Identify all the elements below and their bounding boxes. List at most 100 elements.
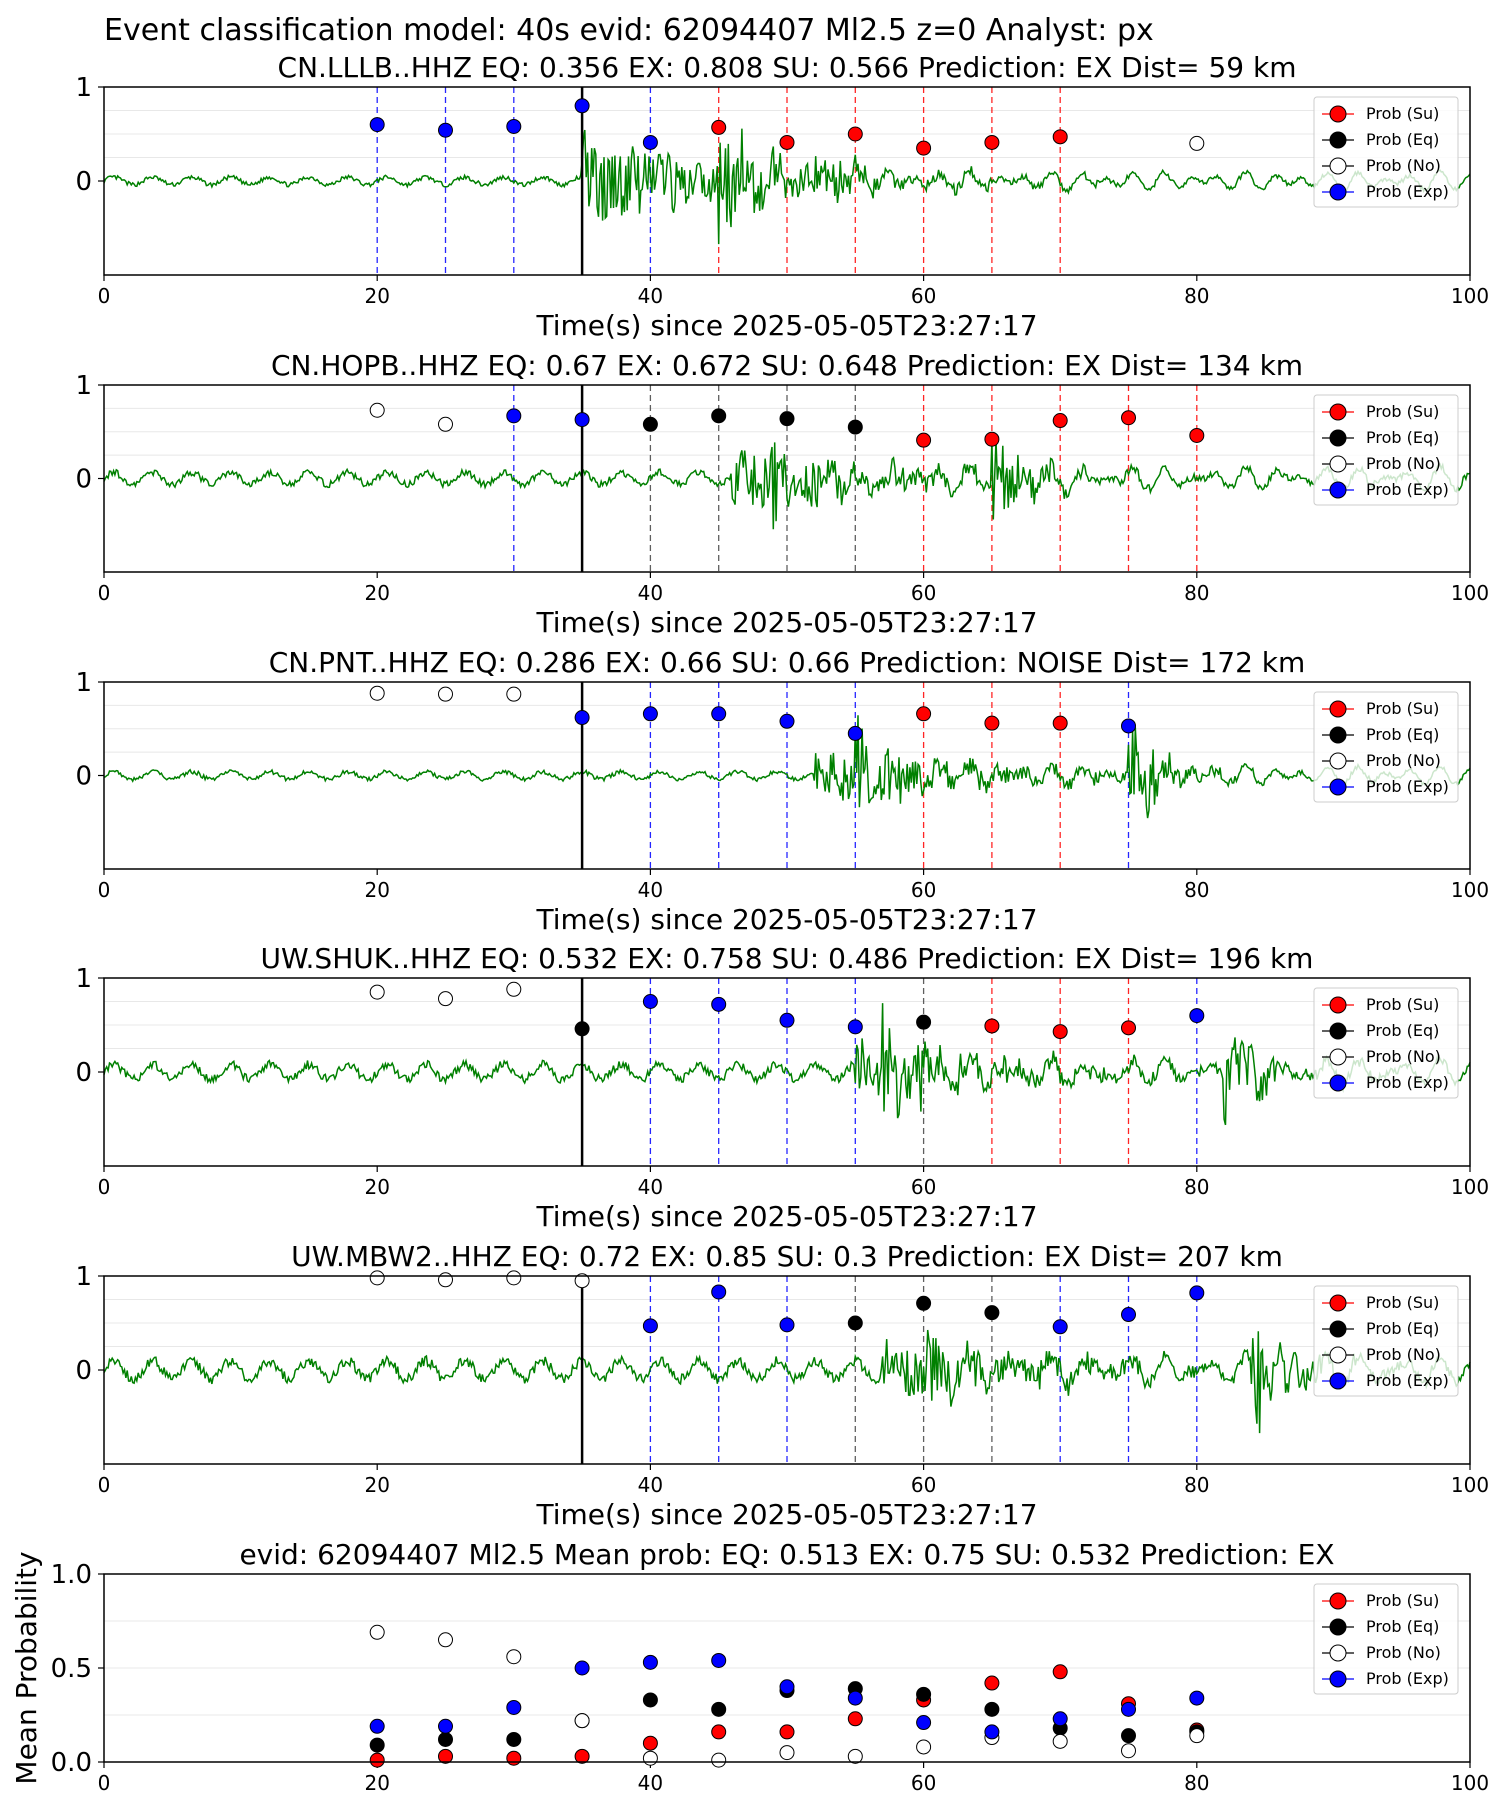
prob-point-su: [1052, 413, 1068, 429]
x-axis-label: Time(s) since 2025-05-05T23:27:17: [535, 309, 1037, 342]
prob-point-su: [1052, 1024, 1068, 1040]
x-tick-label: 20: [364, 878, 389, 902]
legend-frame: [1313, 1583, 1459, 1695]
legend-marker: [1329, 996, 1347, 1014]
prob-point-no: [369, 685, 385, 701]
prob-point-exp: [506, 118, 522, 134]
legend-marker: [1329, 1592, 1347, 1610]
legend-marker: [1329, 183, 1347, 201]
mean-point-eq: [642, 1692, 658, 1708]
prob-point-su: [916, 706, 932, 722]
legend-label: Prob (No): [1366, 156, 1441, 175]
x-tick-label: 40: [638, 581, 663, 605]
mean-point-exp: [574, 1660, 590, 1676]
legend-marker: [1329, 455, 1347, 473]
mean-point-exp: [984, 1724, 1000, 1740]
x-tick-label: 0: [98, 878, 111, 902]
prob-point-no: [369, 984, 385, 1000]
y-tick-label: 1: [75, 371, 92, 401]
panel-6: evid: 62094407 Ml2.5 Mean prob: EQ: 0.51…: [10, 1538, 1489, 1795]
legend-marker: [1329, 726, 1347, 744]
axes-frame: [103, 681, 1471, 870]
mean-point-eq: [369, 1737, 385, 1753]
waveform-trace: [103, 1003, 1471, 1126]
y-tick-label: 1.0: [51, 1560, 92, 1590]
y-tick-label: 1: [75, 1262, 92, 1292]
mean-point-eq: [1121, 1728, 1136, 1744]
prob-point-exp: [642, 134, 658, 150]
legend-label: Prob (Exp): [1366, 182, 1449, 201]
legend-marker: [1329, 1372, 1347, 1390]
x-tick-label: 0: [98, 1473, 111, 1497]
figure-suptitle: Event classification model: 40s evid: 62…: [104, 13, 1154, 48]
legend-frame: [1313, 96, 1459, 208]
prob-point-eq: [642, 416, 658, 432]
y-tick-label: 0.0: [51, 1748, 92, 1778]
mean-point-exp: [1121, 1701, 1136, 1717]
prob-point-exp: [574, 710, 590, 726]
legend-label: Prob (Exp): [1366, 1073, 1449, 1092]
legend-frame: [1313, 394, 1459, 506]
mean-point-eq: [506, 1731, 522, 1747]
x-tick-label: 60: [911, 1473, 936, 1497]
prob-point-no: [369, 402, 385, 418]
prob-point-no: [438, 991, 453, 1007]
mean-point-no: [369, 1624, 385, 1640]
mean-point-su: [1052, 1664, 1068, 1680]
panel-3: CN.PNT..HHZ EQ: 0.286 EX: 0.66 SU: 0.66 …: [75, 646, 1489, 936]
prob-point-eq: [779, 411, 795, 427]
mean-point-no: [1052, 1733, 1068, 1749]
legend-marker: [1329, 700, 1347, 718]
mean-point-eq: [438, 1731, 453, 1747]
mean-point-su: [369, 1752, 385, 1768]
mean-point-exp: [711, 1652, 727, 1668]
legend-marker: [1329, 131, 1347, 149]
legend-marker: [1329, 157, 1347, 175]
prob-point-exp: [574, 98, 590, 114]
legend-label: Prob (No): [1366, 1047, 1441, 1066]
legend-label: Prob (Su): [1366, 699, 1439, 718]
axes-frame: [103, 977, 1471, 1167]
prob-point-su: [1121, 410, 1136, 426]
x-tick-label: 80: [1184, 1175, 1209, 1199]
y-axis-label: Mean Probability: [10, 1551, 43, 1784]
legend-label: Prob (Eq): [1366, 1319, 1439, 1338]
mean-point-exp: [779, 1679, 795, 1695]
x-tick-label: 0: [98, 1771, 111, 1795]
y-tick-label: 0: [75, 1356, 92, 1386]
prob-point-no: [438, 1272, 453, 1288]
mean-point-no: [1121, 1743, 1136, 1759]
mean-point-no: [1189, 1728, 1205, 1744]
prob-point-eq: [574, 1021, 590, 1037]
panel-title: evid: 62094407 Ml2.5 Mean prob: EQ: 0.51…: [239, 1538, 1334, 1571]
waveform-trace: [103, 715, 1471, 819]
prob-point-no: [438, 416, 453, 432]
mean-point-no: [574, 1713, 590, 1729]
prob-point-su: [916, 140, 932, 156]
legend-marker: [1329, 1320, 1347, 1338]
legend-marker: [1329, 429, 1347, 447]
prob-point-exp: [1189, 1285, 1205, 1301]
legend-marker: [1329, 1048, 1347, 1066]
x-tick-label: 60: [911, 581, 936, 605]
x-tick-label: 40: [638, 1175, 663, 1199]
legend-label: Prob (Eq): [1366, 130, 1439, 149]
prob-point-no: [506, 1270, 522, 1286]
mean-point-exp: [506, 1699, 522, 1715]
x-tick-label: 20: [364, 1771, 389, 1795]
prob-point-exp: [1121, 718, 1136, 734]
mean-point-su: [506, 1750, 522, 1766]
prob-point-su: [1052, 715, 1068, 731]
x-tick-label: 80: [1184, 1473, 1209, 1497]
x-tick-label: 40: [638, 1771, 663, 1795]
panel-title: UW.MBW2..HHZ EQ: 0.72 EX: 0.85 SU: 0.3 P…: [291, 1240, 1283, 1273]
mean-point-su: [711, 1724, 727, 1740]
mean-point-eq: [916, 1686, 932, 1702]
legend-marker: [1329, 752, 1347, 770]
x-tick-label: 20: [364, 1175, 389, 1199]
x-tick-label: 100: [1451, 581, 1489, 605]
prob-point-su: [984, 431, 1000, 447]
legend-label: Prob (Su): [1366, 402, 1439, 421]
y-tick-label: 0: [75, 762, 92, 792]
mean-point-eq: [984, 1701, 1000, 1717]
